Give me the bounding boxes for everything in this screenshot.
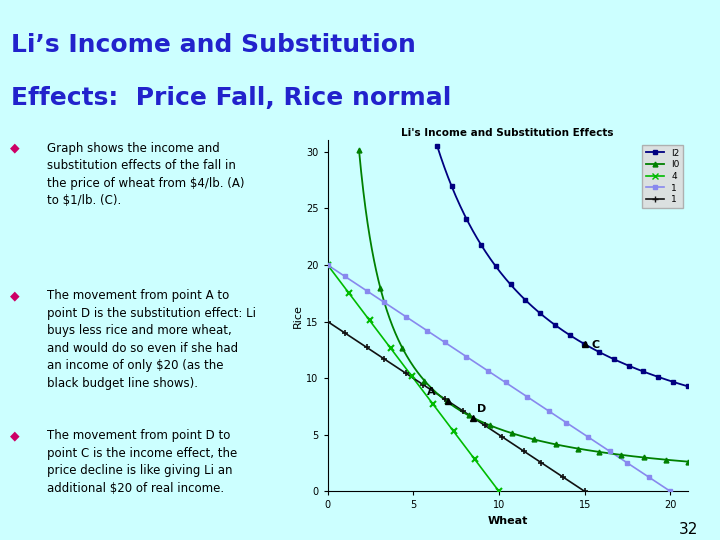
Text: C: C <box>592 340 600 349</box>
Text: ◆: ◆ <box>10 289 20 302</box>
Text: ◆: ◆ <box>10 429 20 442</box>
Legend: I2, I0, 4, 1, 1: I2, I0, 4, 1, 1 <box>642 145 683 208</box>
X-axis label: Wheat: Wheat <box>487 516 528 526</box>
Text: 32: 32 <box>679 522 698 537</box>
Text: The movement from point D to
point C is the income effect, the
price decline is : The movement from point D to point C is … <box>47 429 237 495</box>
Text: A: A <box>427 387 436 397</box>
Text: Graph shows the income and
substitution effects of the fall in
the price of whea: Graph shows the income and substitution … <box>47 141 244 207</box>
Text: ◆: ◆ <box>10 141 20 154</box>
Text: Li’s Income and Substitution: Li’s Income and Substitution <box>11 33 415 57</box>
Text: D: D <box>477 404 486 414</box>
Text: The movement from point A to
point D is the substitution effect: Li
buys less ri: The movement from point A to point D is … <box>47 289 256 390</box>
Text: Effects:  Price Fall, Rice normal: Effects: Price Fall, Rice normal <box>11 85 451 110</box>
Title: Li's Income and Substitution Effects: Li's Income and Substitution Effects <box>401 128 614 138</box>
Y-axis label: Rice: Rice <box>293 304 303 328</box>
